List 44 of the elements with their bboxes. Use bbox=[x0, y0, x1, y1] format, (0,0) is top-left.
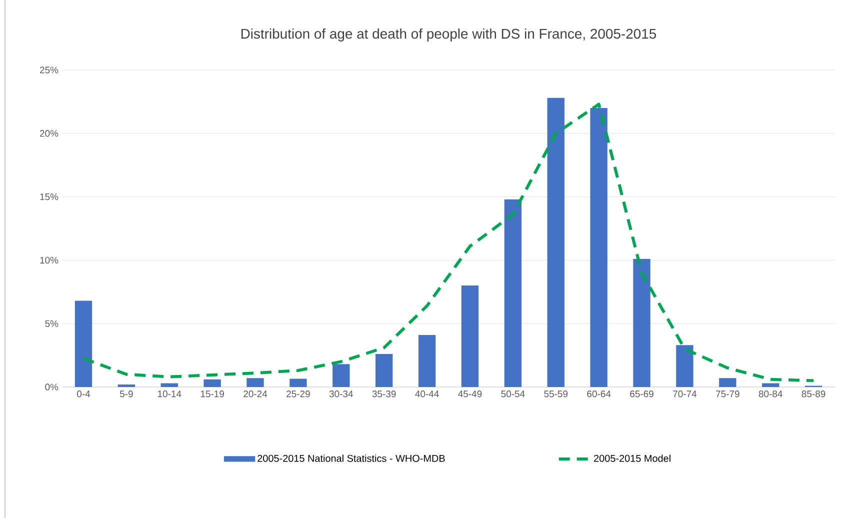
x-tick-label: 20-24 bbox=[244, 390, 268, 398]
legend-label: 2005-2015 Model bbox=[594, 454, 670, 462]
bar bbox=[762, 383, 780, 387]
bar bbox=[118, 384, 136, 387]
x-tick-label: 0-4 bbox=[77, 390, 90, 398]
x-tick-label: 55-59 bbox=[544, 390, 568, 398]
x-tick-label: 80-84 bbox=[758, 390, 782, 398]
x-tick-label: 35-39 bbox=[372, 390, 396, 398]
y-tick-label: 0% bbox=[45, 384, 58, 390]
y-tick-label: 25% bbox=[40, 66, 58, 74]
x-tick-label: 65-69 bbox=[630, 390, 654, 398]
bar bbox=[676, 345, 694, 387]
bar bbox=[246, 378, 264, 387]
bar bbox=[504, 199, 522, 387]
bar bbox=[547, 98, 564, 387]
x-tick-label: 40-44 bbox=[415, 390, 439, 398]
x-tick-label: 5-9 bbox=[120, 390, 133, 398]
x-tick-label: 50-54 bbox=[501, 390, 525, 398]
x-tick-label: 10-14 bbox=[158, 390, 182, 398]
bar bbox=[719, 378, 736, 387]
x-tick-label: 60-64 bbox=[587, 390, 611, 398]
bar bbox=[418, 335, 436, 387]
y-tick-label: 5% bbox=[45, 320, 58, 327]
chart-title: Distribution of age at death of people with DS in France, 2005-2015 bbox=[241, 28, 656, 42]
x-tick-label: 15-19 bbox=[200, 390, 224, 398]
bar bbox=[461, 286, 479, 387]
y-tick-label: 15% bbox=[40, 193, 58, 200]
bar bbox=[633, 258, 650, 387]
x-tick-label: 70-74 bbox=[673, 390, 697, 398]
x-tick-label: 30-34 bbox=[329, 390, 353, 398]
x-tick-label: 25-29 bbox=[286, 390, 310, 398]
x-tick-label: 45-49 bbox=[458, 390, 482, 398]
x-tick-label: 85-89 bbox=[802, 390, 826, 398]
bar bbox=[590, 108, 608, 387]
bar bbox=[376, 354, 393, 387]
legend-label: 2005-2015 National Statistics - WHO-MDB bbox=[258, 454, 445, 462]
x-tick-label: 75-79 bbox=[716, 390, 740, 398]
bar bbox=[160, 383, 178, 387]
bar bbox=[332, 364, 350, 387]
y-tick-label: 10% bbox=[40, 256, 58, 264]
bar bbox=[74, 300, 92, 387]
bar bbox=[204, 379, 221, 387]
y-tick-label: 20% bbox=[40, 130, 58, 137]
bar bbox=[290, 378, 307, 387]
